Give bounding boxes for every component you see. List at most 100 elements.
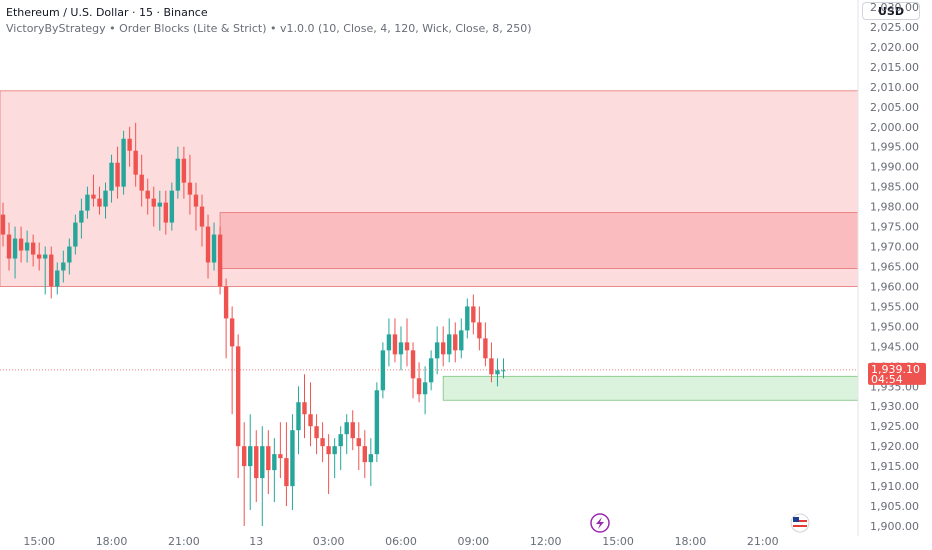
- candle-body: [242, 446, 247, 467]
- candle: [350, 410, 355, 451]
- lightning-icon[interactable]: [590, 513, 610, 533]
- candle-body: [380, 350, 386, 391]
- candle-body: [30, 242, 36, 255]
- candle-body: [416, 378, 422, 395]
- candle: [30, 234, 36, 267]
- indicator-legend[interactable]: VictoryByStrategy • Order Blocks (Lite &…: [6, 22, 532, 35]
- candle-body: [459, 330, 464, 351]
- candle: [416, 362, 422, 403]
- candle-body: [495, 370, 500, 375]
- time-tick-label: 15:00: [602, 535, 634, 548]
- candle-body: [127, 138, 132, 151]
- price-tick-label: 2,000.00: [870, 121, 919, 134]
- time-tick-label: 18:00: [675, 535, 707, 548]
- candle: [477, 306, 482, 351]
- candle-body: [344, 422, 349, 435]
- candle: [79, 198, 84, 239]
- candle: [175, 146, 181, 199]
- candle-body: [314, 426, 319, 439]
- candle-body: [229, 318, 235, 347]
- candle: [260, 426, 265, 527]
- candle-body: [440, 342, 446, 355]
- candle-body: [501, 370, 506, 372]
- candle: [356, 422, 361, 471]
- candle: [223, 278, 229, 359]
- candles: [0, 122, 506, 527]
- candle-body: [67, 246, 72, 263]
- last-price-badge-bg: [868, 362, 926, 385]
- price-tick-label: 1,955.00: [870, 300, 919, 313]
- candle: [18, 226, 24, 263]
- candle-body: [392, 334, 398, 355]
- time-tick-label: 15:00: [23, 535, 55, 548]
- candle: [453, 322, 458, 363]
- candle: [440, 326, 446, 367]
- candle: [169, 182, 175, 231]
- candle-body: [73, 222, 78, 247]
- candle-body: [410, 350, 416, 379]
- candle: [254, 430, 259, 503]
- price-tick-label: 2,015.00: [870, 61, 919, 74]
- candle-body: [235, 346, 241, 447]
- price-tick-label: 1,985.00: [870, 181, 919, 194]
- price-tick-label: 1,910.00: [870, 480, 919, 493]
- candle-body: [404, 342, 410, 351]
- candle-body: [368, 454, 374, 463]
- time-tick-label: 21:00: [747, 535, 779, 548]
- candle: [193, 182, 199, 231]
- candle-body: [356, 438, 361, 447]
- candle-body: [308, 414, 313, 427]
- price-tick-label: 2,025.00: [870, 21, 919, 34]
- time-tick-label: 13: [249, 535, 263, 548]
- candle: [302, 374, 307, 439]
- candle-body: [43, 254, 48, 259]
- candle-body: [145, 190, 150, 199]
- candle: [434, 326, 440, 375]
- candle: [266, 430, 271, 495]
- candle: [49, 246, 54, 299]
- candle-body: [85, 194, 90, 211]
- candle-body: [272, 454, 277, 471]
- candle: [296, 386, 301, 455]
- price-axis[interactable]: 1,900.00 1,905.00 1,910.00 1,915.00 1,920.00…: [870, 1, 919, 533]
- price-tick-label: 1,920.00: [870, 440, 919, 453]
- candle-body: [332, 446, 337, 455]
- price-tick-label: 1,990.00: [870, 161, 919, 174]
- candle: [36, 242, 42, 271]
- candle: [290, 414, 295, 511]
- candle-body: [447, 334, 452, 355]
- price-tick-label: 1,915.00: [870, 460, 919, 473]
- price-tick-label: 2,005.00: [870, 101, 919, 114]
- candle: [103, 182, 108, 219]
- candle: [326, 434, 331, 495]
- candle-body: [320, 438, 325, 447]
- price-tick-label: 1,960.00: [870, 280, 919, 293]
- candle: [314, 414, 319, 455]
- candle-body: [12, 238, 18, 259]
- candle-body: [139, 174, 144, 191]
- candle: [489, 342, 494, 383]
- candle: [410, 342, 416, 399]
- candle-body: [374, 390, 380, 455]
- time-axis[interactable]: 15:00 18:00 21:00 13 03:00 06:00 09:00 12:00 15:…: [23, 535, 778, 548]
- candle: [229, 306, 235, 415]
- price-tick-label: 1,905.00: [870, 500, 919, 513]
- us-flag-icon[interactable]: [790, 513, 810, 533]
- price-tick-label: 1,950.00: [870, 320, 919, 333]
- candle-body: [103, 190, 108, 207]
- candle-body: [434, 342, 440, 359]
- candle-body: [187, 182, 193, 195]
- candle-body: [223, 286, 229, 319]
- candle: [121, 130, 126, 195]
- currency-button[interactable]: USD: [862, 2, 920, 20]
- candle-body: [169, 190, 175, 223]
- candle: [278, 422, 283, 479]
- candle: [127, 126, 132, 167]
- candle-body: [115, 162, 120, 187]
- candle: [422, 366, 428, 415]
- candle: [181, 146, 187, 199]
- candle: [501, 358, 506, 379]
- candle: [55, 262, 60, 295]
- price-tick-label: 1,975.00: [870, 221, 919, 234]
